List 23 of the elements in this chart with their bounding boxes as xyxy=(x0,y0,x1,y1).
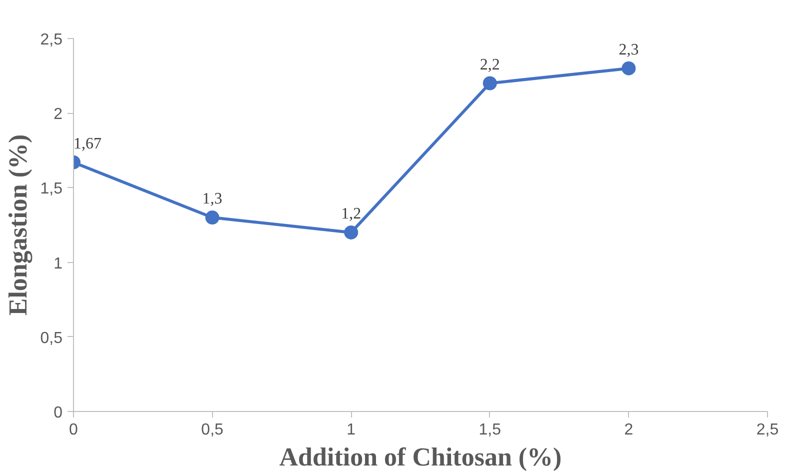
data-label: 2,2 xyxy=(480,56,500,74)
x-axis-title: Addition of Chitosan (%) xyxy=(279,442,562,472)
x-tick-label: 1 xyxy=(346,422,356,438)
x-tick-label: 2,5 xyxy=(756,422,779,438)
x-tick-label: 0 xyxy=(69,422,78,438)
point xyxy=(622,61,636,76)
x-tick-label: 1,5 xyxy=(478,422,502,438)
x-tick-label: 0,5 xyxy=(201,422,224,438)
point xyxy=(482,76,497,90)
y-axis-title: Elongastion (%) xyxy=(3,134,32,316)
y-tick-label: 0,5 xyxy=(40,330,63,347)
y-tick-label: 2,5 xyxy=(40,32,63,48)
data-label: 2,3 xyxy=(618,41,639,58)
y-tick-label: 2 xyxy=(54,106,63,124)
data-label: 1,67 xyxy=(74,135,102,152)
data-label: 1,2 xyxy=(341,205,362,222)
y-tick-label: 1,5 xyxy=(40,180,63,198)
x-tick-label: 2 xyxy=(624,422,634,438)
point xyxy=(344,225,358,240)
data-label: 1,3 xyxy=(202,190,222,208)
y-tick-label: 1 xyxy=(54,255,63,272)
y-tick-label: 0 xyxy=(54,404,63,422)
point xyxy=(205,210,220,225)
